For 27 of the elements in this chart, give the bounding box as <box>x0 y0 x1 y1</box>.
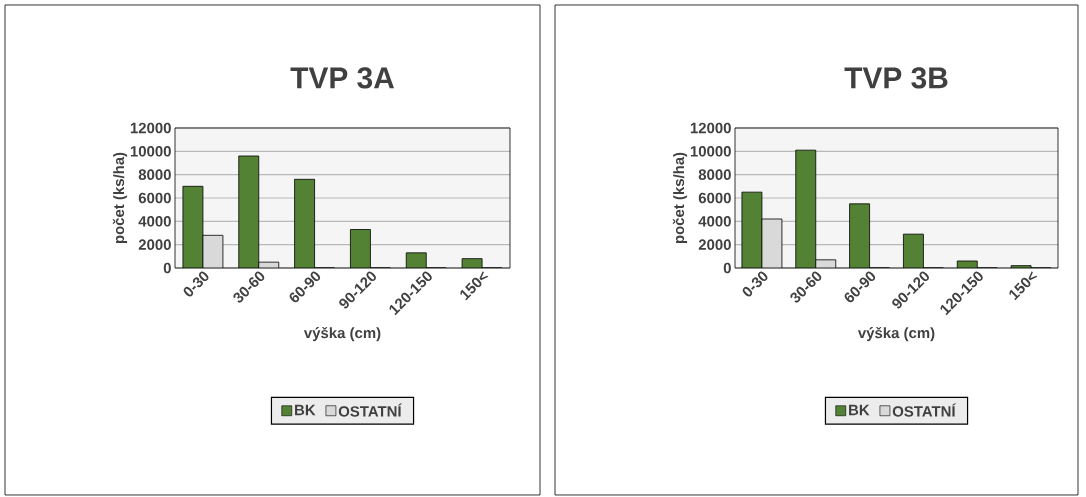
y-tick-label: 2000 <box>698 239 731 250</box>
y-tick-label: 10000 <box>690 146 731 157</box>
bar <box>849 203 870 268</box>
y-tick-label: 4000 <box>698 216 731 227</box>
legend-label: OSTATNÍ <box>338 403 402 417</box>
y-tick-label: 4000 <box>138 216 171 227</box>
y-tick-label: 8000 <box>698 169 731 180</box>
legend-label: OSTATNÍ <box>892 403 956 417</box>
bar <box>795 150 816 268</box>
y-tick-label: 0 <box>163 262 171 274</box>
y-tick-label: 8000 <box>138 169 171 180</box>
legend-label: BK <box>295 404 316 416</box>
y-tick-label: 6000 <box>698 192 731 204</box>
y-tick-label: 2000 <box>138 239 171 250</box>
y-tick-label: 12000 <box>130 122 171 134</box>
y-axis-title: počet (ks/ha) <box>112 152 128 244</box>
x-axis-title: výška (cm) <box>303 326 381 342</box>
y-tick-label: 6000 <box>138 192 171 204</box>
y-tick-label: 10000 <box>130 146 171 157</box>
legend-label: BK <box>849 404 870 416</box>
bar <box>903 234 924 268</box>
y-tick-label: 0 <box>723 262 731 274</box>
chart-title: TVP 3A <box>290 67 395 89</box>
y-axis-title: počet (ks/ha) <box>672 152 688 244</box>
x-axis-title: výška (cm) <box>857 326 935 342</box>
y-tick-label: 12000 <box>690 122 731 134</box>
chart-title: TVP 3B <box>844 67 948 89</box>
